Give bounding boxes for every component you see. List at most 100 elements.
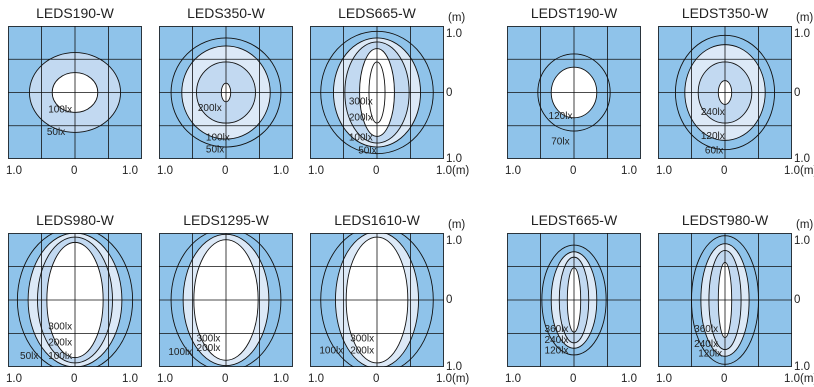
isolux-label: 200lx bbox=[48, 338, 72, 349]
light-distribution-plot: 360lx 240lx 120lx bbox=[658, 233, 792, 367]
y-tick-label: 1.0 bbox=[446, 153, 462, 165]
grid bbox=[159, 233, 293, 367]
isolux-label: 240lx bbox=[701, 107, 725, 118]
grid bbox=[310, 26, 444, 159]
isolux-contour bbox=[51, 72, 99, 113]
y-tick-label: 0 bbox=[446, 294, 453, 306]
x-tick-label: 0 bbox=[721, 165, 728, 177]
panel-title: LEDS665-W bbox=[338, 5, 416, 21]
y-tick-label: 1.0 bbox=[794, 235, 810, 247]
x-tick-label: 1.0 bbox=[308, 165, 324, 177]
panel-title: LEDST190-W bbox=[530, 5, 618, 21]
panel-title: LEDST980-W bbox=[681, 212, 769, 228]
y-tick-label: 1.0 bbox=[446, 361, 462, 373]
isolux-label: 60lx bbox=[705, 146, 723, 157]
x-tick-label: 0 bbox=[373, 165, 380, 177]
isolux-contour bbox=[537, 53, 611, 132]
isolux-contour bbox=[46, 241, 104, 359]
isolux-label: 120lx bbox=[545, 346, 569, 357]
x-tick-label: 1.0 bbox=[505, 373, 521, 385]
panel-title: LEDS1295-W bbox=[183, 212, 269, 228]
isolux-contour bbox=[170, 233, 282, 367]
isolux-label: 200lx bbox=[197, 343, 221, 354]
x-tick-label: 1.0 bbox=[157, 373, 173, 385]
isolux-contour bbox=[368, 61, 386, 124]
isolux-label: 240lx bbox=[694, 339, 718, 350]
panel-title: LEDS350-W bbox=[187, 5, 265, 21]
isolux-contour bbox=[697, 61, 753, 124]
light-distribution-plot: 300lx 200lx 100lx bbox=[310, 233, 444, 367]
x-tick-label: 1.0 bbox=[621, 373, 637, 385]
isolux-contour bbox=[27, 233, 123, 367]
y-tick-label: 0 bbox=[446, 86, 453, 99]
x-tick-label: 1.0 bbox=[308, 373, 324, 385]
light-distribution-plot: 360lx 240lx 120lx bbox=[507, 233, 641, 367]
isolux-contour bbox=[550, 251, 598, 349]
isolux-label: 50lx bbox=[358, 146, 376, 157]
x-tick-label: 0 bbox=[570, 165, 577, 177]
light-distribution-plot: 300lx 200lx 100lx bbox=[159, 233, 293, 367]
grid bbox=[507, 233, 641, 367]
isolux-contour bbox=[558, 256, 590, 344]
isolux-label: 200lx bbox=[349, 112, 373, 123]
panel-title: LEDST350-W bbox=[681, 5, 769, 21]
isolux-contour bbox=[37, 236, 113, 364]
y-tick-label: 0 bbox=[794, 86, 801, 99]
x-tick-label: 1.0 bbox=[6, 165, 22, 177]
x-tick-label: 1.0 bbox=[656, 165, 672, 177]
x-tick-label: 1.0 bbox=[273, 373, 289, 385]
y-tick-label: 1.0 bbox=[446, 235, 462, 247]
isolux-contour bbox=[674, 34, 776, 151]
x-tick-label: 1.0 bbox=[621, 165, 637, 177]
y-tick-label: 1.0 bbox=[794, 28, 810, 40]
isolux-label: 100lx bbox=[48, 351, 72, 362]
isolux-contour bbox=[700, 243, 750, 357]
panel-title: LEDS1610-W bbox=[334, 212, 420, 228]
isolux-label: 200lx bbox=[198, 103, 222, 114]
isolux-contour bbox=[220, 82, 232, 103]
light-distribution-plot: 240lx 120lx 60lx bbox=[658, 26, 792, 159]
isolux-label: 300lx bbox=[349, 96, 373, 107]
isolux-label: 120lx bbox=[549, 111, 573, 122]
grid bbox=[8, 233, 142, 367]
light-distribution-plot: 300lx 200lx 100lx 50lx bbox=[310, 26, 444, 159]
isolux-label: 100lx bbox=[48, 104, 72, 115]
x-tick-label: 1.0(m) bbox=[436, 373, 470, 385]
x-tick-label: 1.0 bbox=[273, 165, 289, 177]
isolux-contour bbox=[550, 66, 598, 119]
grid bbox=[159, 26, 293, 159]
isolux-label: 360lx bbox=[545, 324, 569, 335]
isolux-label: 300lx bbox=[197, 334, 221, 345]
y-tick-label: 1.0 bbox=[446, 28, 462, 40]
isolux-contour bbox=[691, 235, 759, 365]
isolux-contour bbox=[541, 244, 607, 356]
isolux-contour bbox=[28, 52, 122, 133]
isolux-label: 100lx bbox=[206, 132, 230, 143]
isolux-contour bbox=[320, 30, 434, 155]
isolux-contour bbox=[335, 233, 419, 367]
light-distribution-plot: 100lx 50lx bbox=[8, 26, 142, 159]
x-tick-label: 1.0 bbox=[157, 165, 173, 177]
isolux-contour bbox=[359, 48, 395, 137]
x-tick-label: 0 bbox=[570, 373, 577, 385]
isolux-label: 100lx bbox=[168, 347, 192, 358]
isolux-label: 300lx bbox=[48, 321, 72, 332]
light-distribution-plot: 200lx 100lx 50lx bbox=[159, 26, 293, 159]
isolux-label: 50lx bbox=[20, 351, 38, 362]
panel-title: LEDS980-W bbox=[36, 212, 114, 228]
isolux-contour bbox=[708, 249, 742, 351]
y-unit-label: (m) bbox=[796, 219, 814, 231]
x-tick-label: 0 bbox=[222, 165, 229, 177]
x-tick-label: 0 bbox=[222, 373, 229, 385]
isolux-label: 70lx bbox=[551, 136, 569, 147]
grid bbox=[8, 26, 142, 159]
light-distribution-plot: 300lx 200lx 100lx 50lx bbox=[8, 233, 142, 367]
isolux-label: 50lx bbox=[47, 127, 65, 138]
x-tick-label: 1.0 bbox=[122, 373, 138, 385]
panel-title: LEDST665-W bbox=[530, 212, 618, 228]
x-tick-label: 1.0 bbox=[122, 165, 138, 177]
light-distribution-plot: 120lx 70lx bbox=[507, 26, 641, 159]
y-unit-label: (m) bbox=[796, 12, 814, 24]
y-unit-label: (m) bbox=[448, 219, 466, 231]
isolux-label: 300lx bbox=[350, 334, 374, 345]
